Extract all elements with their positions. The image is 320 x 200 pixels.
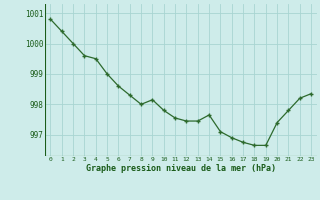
X-axis label: Graphe pression niveau de la mer (hPa): Graphe pression niveau de la mer (hPa) <box>86 164 276 173</box>
